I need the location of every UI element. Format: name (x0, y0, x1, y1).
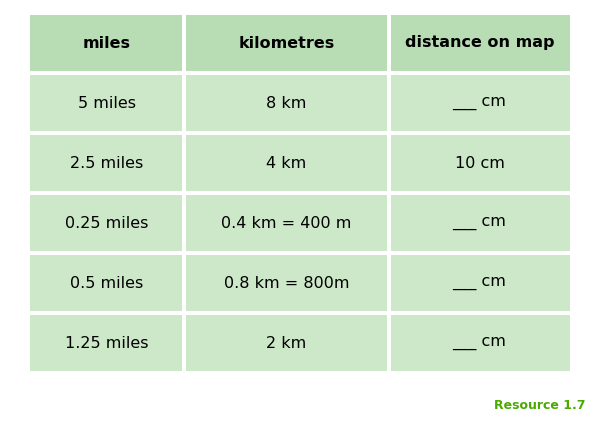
Text: 0.8 km = 800m: 0.8 km = 800m (224, 276, 349, 291)
Text: ___ cm: ___ cm (452, 276, 506, 291)
Text: ___ cm: ___ cm (452, 95, 506, 111)
Text: 5 miles: 5 miles (78, 95, 136, 111)
FancyBboxPatch shape (184, 15, 389, 71)
FancyBboxPatch shape (387, 255, 391, 311)
Text: 4 km: 4 km (266, 156, 307, 171)
FancyBboxPatch shape (182, 315, 186, 371)
FancyBboxPatch shape (30, 135, 184, 191)
FancyBboxPatch shape (184, 75, 389, 131)
FancyBboxPatch shape (389, 315, 570, 371)
FancyBboxPatch shape (30, 315, 184, 371)
Text: 2 km: 2 km (266, 335, 307, 350)
FancyBboxPatch shape (30, 255, 184, 311)
FancyBboxPatch shape (389, 135, 570, 191)
Text: miles: miles (83, 36, 131, 50)
FancyBboxPatch shape (387, 15, 391, 71)
FancyBboxPatch shape (387, 135, 391, 191)
Text: 0.5 miles: 0.5 miles (70, 276, 143, 291)
FancyBboxPatch shape (30, 311, 570, 315)
Text: distance on map: distance on map (405, 36, 554, 50)
Text: Resource 1.7: Resource 1.7 (493, 399, 585, 412)
FancyBboxPatch shape (30, 191, 570, 195)
Text: 10 cm: 10 cm (455, 156, 505, 171)
Text: 0.25 miles: 0.25 miles (65, 215, 149, 230)
FancyBboxPatch shape (184, 195, 389, 251)
FancyBboxPatch shape (184, 315, 389, 371)
FancyBboxPatch shape (30, 15, 184, 71)
FancyBboxPatch shape (389, 255, 570, 311)
FancyBboxPatch shape (30, 195, 184, 251)
FancyBboxPatch shape (389, 15, 570, 71)
FancyBboxPatch shape (387, 195, 391, 251)
Text: kilometres: kilometres (238, 36, 335, 50)
Text: ___ cm: ___ cm (452, 335, 506, 350)
FancyBboxPatch shape (184, 135, 389, 191)
FancyBboxPatch shape (30, 131, 570, 135)
Text: 8 km: 8 km (266, 95, 307, 111)
FancyBboxPatch shape (182, 195, 186, 251)
Text: 1.25 miles: 1.25 miles (65, 335, 149, 350)
FancyBboxPatch shape (30, 251, 570, 255)
FancyBboxPatch shape (30, 71, 570, 75)
Text: 0.4 km = 400 m: 0.4 km = 400 m (221, 215, 352, 230)
FancyBboxPatch shape (387, 75, 391, 131)
FancyBboxPatch shape (182, 15, 186, 71)
Text: ___ cm: ___ cm (452, 215, 506, 230)
FancyBboxPatch shape (184, 255, 389, 311)
FancyBboxPatch shape (389, 195, 570, 251)
Text: 2.5 miles: 2.5 miles (70, 156, 143, 171)
FancyBboxPatch shape (387, 315, 391, 371)
FancyBboxPatch shape (30, 75, 184, 131)
FancyBboxPatch shape (389, 75, 570, 131)
FancyBboxPatch shape (182, 135, 186, 191)
FancyBboxPatch shape (182, 75, 186, 131)
FancyBboxPatch shape (182, 255, 186, 311)
